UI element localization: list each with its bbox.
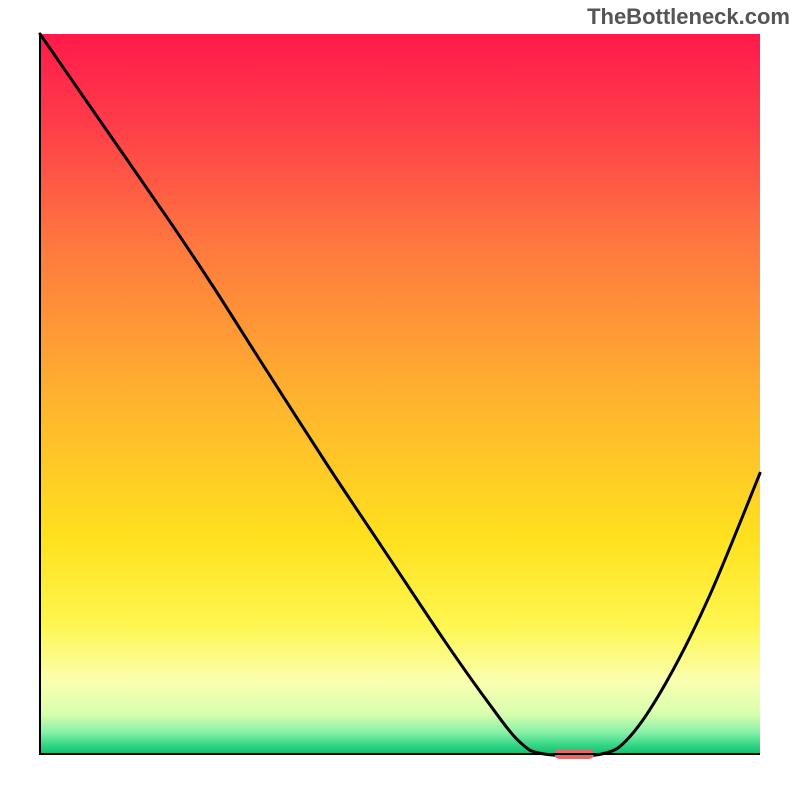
plot-background — [40, 34, 760, 754]
bottleneck-chart — [0, 0, 800, 800]
chart-container: TheBottleneck.com — [0, 0, 800, 800]
watermark-text: TheBottleneck.com — [587, 4, 790, 30]
